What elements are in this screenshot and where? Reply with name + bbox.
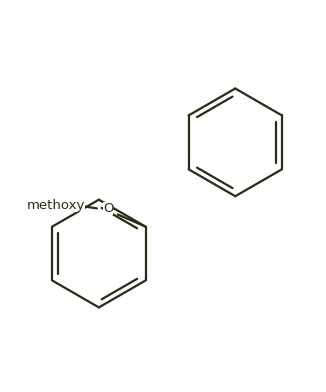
- Text: O: O: [103, 202, 113, 215]
- Text: methoxy: methoxy: [27, 199, 85, 212]
